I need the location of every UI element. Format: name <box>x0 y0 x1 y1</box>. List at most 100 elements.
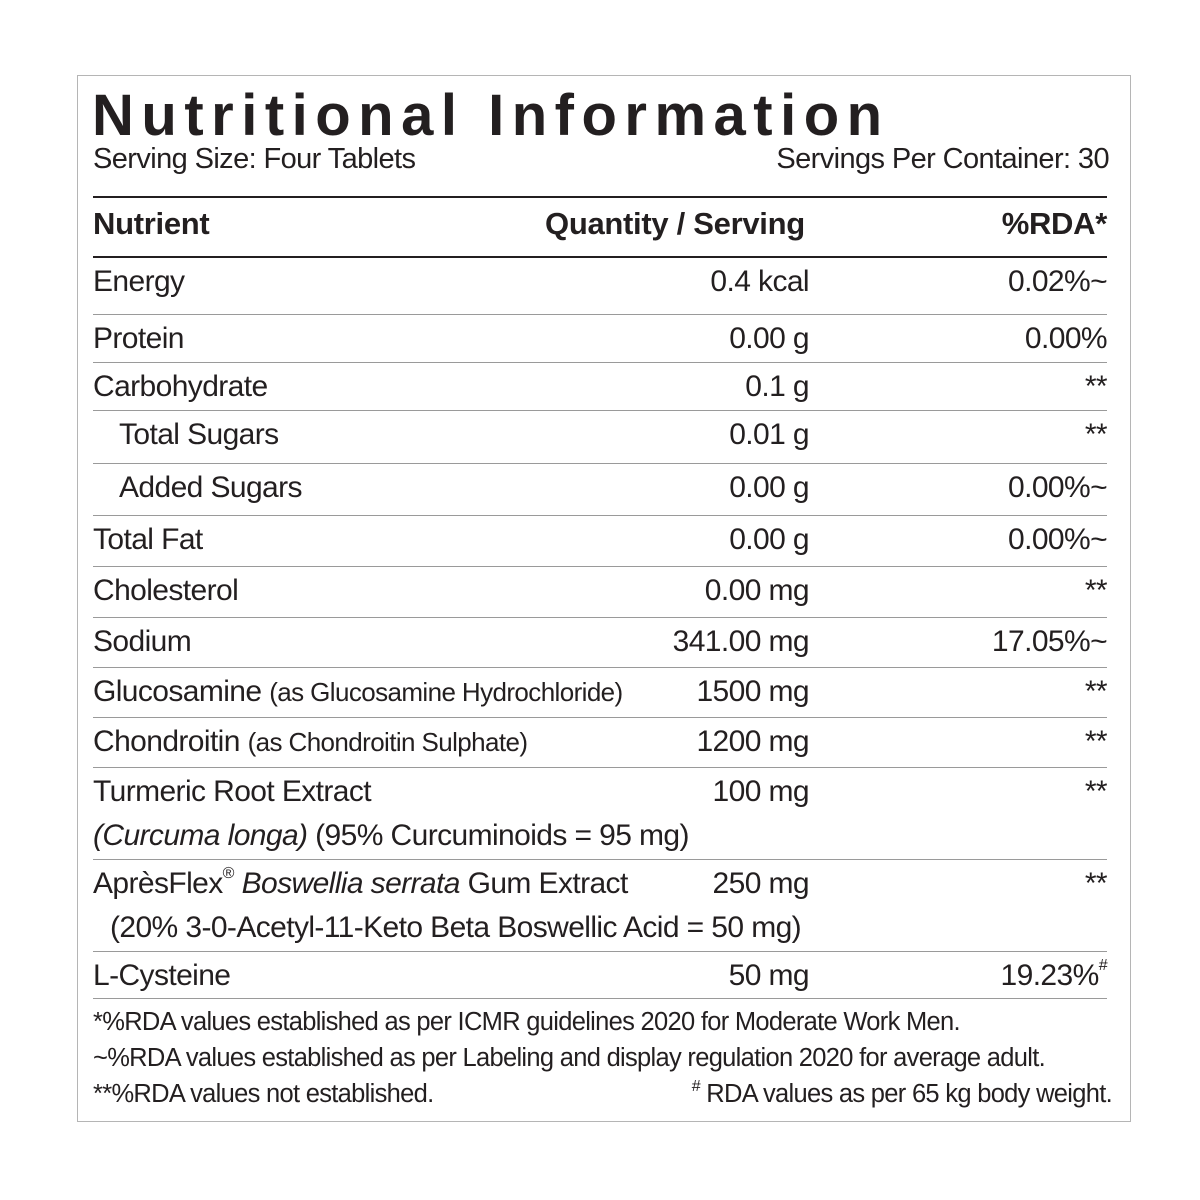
nutrient: Energy <box>93 265 185 299</box>
rda: 0.00%~ <box>1008 471 1108 505</box>
rda-value: 0.00%~ <box>1008 471 1108 504</box>
nutrient-name: Energy <box>93 265 185 298</box>
rda-value: ** <box>1084 675 1108 708</box>
quantity: 1500 mg <box>696 675 809 708</box>
nutrient-name: Total Sugars <box>119 418 279 451</box>
rda-value: 19.23% <box>1000 959 1100 992</box>
title: Nutritional Information <box>92 83 890 148</box>
header: %RDA* <box>1001 206 1108 241</box>
footnote: ~%RDA values established as per Labeling… <box>93 1044 1046 1072</box>
rda-value: ** <box>1084 370 1108 403</box>
nutrient-name: Carbohydrate <box>93 370 268 403</box>
nutrient-name: Added Sugars <box>119 471 303 504</box>
nutrient-note: (as Glucosamine Hydrochloride) <box>269 677 623 707</box>
table-row: Turmeric Root Extract (Curcuma longa) (95… <box>93 768 1108 860</box>
rda-value: ** <box>1084 775 1108 808</box>
quantity: 250 mg <box>712 867 810 900</box>
nutrient-suffix: Gum Extract <box>467 867 629 900</box>
nutrient: L-Cysteine <box>93 959 231 993</box>
rda-mark: # <box>1098 957 1108 974</box>
table-row: Sodium 341.00 mg 17.05%~ <box>93 618 1108 668</box>
species: (Curcuma longa) <box>93 819 308 852</box>
nutrient: Turmeric Root Extract <box>93 775 372 809</box>
footnote: **%RDA values not established. <box>93 1080 434 1108</box>
table-row: L-Cysteine 50 mg 19.23%# <box>93 952 1108 999</box>
nutrient-name: Sodium <box>93 625 192 658</box>
rda: 0.00%~ <box>1008 523 1108 557</box>
quantity: 341.00 mg <box>672 625 810 658</box>
rda-value: 17.05%~ <box>991 625 1108 658</box>
quantity: 50 mg <box>728 959 810 992</box>
table-row: AprèsFlex® Boswellia serrata Gum Extract… <box>93 860 1108 952</box>
rda-value: 0.02%~ <box>1008 265 1108 298</box>
rda-value: 0.00% <box>1024 322 1108 355</box>
rda: ** <box>1084 370 1108 404</box>
nutrient: Protein <box>93 322 184 356</box>
nutrient: Total Fat <box>93 523 203 557</box>
nutrient: Carbohydrate <box>93 370 268 404</box>
nutrient: AprèsFlex® Boswellia serrata Gum Extract <box>93 865 629 901</box>
nutrient: Glucosamine (as Glucosamine Hydrochlorid… <box>93 675 623 709</box>
nutrient-name: Cholesterol <box>93 574 239 607</box>
rda: ** <box>1084 867 1108 901</box>
rda-value: 0.00%~ <box>1008 523 1108 556</box>
nutrient-name: Chondroitin <box>93 725 240 758</box>
species: Boswellia serrata <box>241 867 461 900</box>
quantity: 1200 mg <box>696 725 809 758</box>
label-frame <box>77 75 1131 1122</box>
registered-mark: ® <box>222 865 235 882</box>
table-row: Total Sugars 0.01 g ** <box>93 411 1108 464</box>
rda-value: ** <box>1084 574 1108 607</box>
quantity: 0.00 g <box>729 322 809 355</box>
quantity: 0.01 g <box>729 418 809 451</box>
nutrient-name: Protein <box>93 322 184 355</box>
footnote: # RDA values as per 65 kg body weight. <box>691 1078 1113 1109</box>
rule <box>93 196 1107 198</box>
rda: ** <box>1084 675 1108 709</box>
footnote-text: RDA values as per 65 kg body weight. <box>699 1080 1112 1108</box>
table-row: Carbohydrate 0.1 g ** <box>93 363 1108 411</box>
rda: 17.05%~ <box>991 625 1108 659</box>
nutrient: Sodium <box>93 625 192 659</box>
quantity: 0.00 g <box>729 523 809 556</box>
header: Quantity / Serving <box>545 206 805 241</box>
table-row: Chondroitin (as Chondroitin Sulphate) 120… <box>93 718 1108 768</box>
rule <box>93 256 1107 258</box>
nutrient-name: AprèsFlex <box>93 867 223 900</box>
nutrient-detail: (Curcuma longa) (95% Curcuminoids = 95 m… <box>93 819 690 853</box>
table-row: Glucosamine (as Glucosamine Hydrochlorid… <box>93 668 1108 718</box>
rda: ** <box>1084 574 1108 608</box>
rda-value: ** <box>1084 725 1108 758</box>
serving-size: Serving Size: Four Tablets <box>93 143 416 175</box>
nutrient: Chondroitin (as Chondroitin Sulphate) <box>93 725 528 759</box>
nutrient: Cholesterol <box>93 574 239 608</box>
nutrient: Added Sugars <box>119 471 303 505</box>
header: Nutrient <box>93 206 210 241</box>
rda-value: ** <box>1084 867 1108 900</box>
rda: 19.23%# <box>1000 957 1108 993</box>
servings-per-container: Servings Per Container: 30 <box>776 143 1109 175</box>
footnote: *%RDA values established as per ICMR gui… <box>93 1008 961 1036</box>
nutrient-name: L-Cysteine <box>93 959 231 992</box>
rda: ** <box>1084 725 1108 759</box>
rda: ** <box>1084 775 1108 809</box>
rda-value: ** <box>1084 418 1108 451</box>
quantity: 0.00 mg <box>704 574 810 607</box>
detail: (95% Curcuminoids = 95 mg) <box>315 819 689 852</box>
table-row: Energy 0.4 kcal 0.02%~ <box>93 258 1108 315</box>
quantity: 0.1 g <box>745 370 809 403</box>
quantity: 0.4 kcal <box>710 265 809 298</box>
nutrient-name: Glucosamine <box>93 675 262 708</box>
quantity: 100 mg <box>712 775 810 808</box>
nutrient-note: (as Chondroitin Sulphate) <box>247 727 528 757</box>
nutrient-name: Total Fat <box>93 523 203 556</box>
nutrient: Total Sugars <box>119 418 279 452</box>
footnote-mark: # <box>691 1078 701 1095</box>
nutrient-name: Turmeric Root Extract <box>93 775 372 808</box>
rda: ** <box>1084 418 1108 452</box>
table-row: Protein 0.00 g 0.00% <box>93 315 1108 363</box>
table-row: Added Sugars 0.00 g 0.00%~ <box>93 464 1108 516</box>
table-row: Total Fat 0.00 g 0.00%~ <box>93 516 1108 567</box>
quantity: 0.00 g <box>729 471 809 504</box>
